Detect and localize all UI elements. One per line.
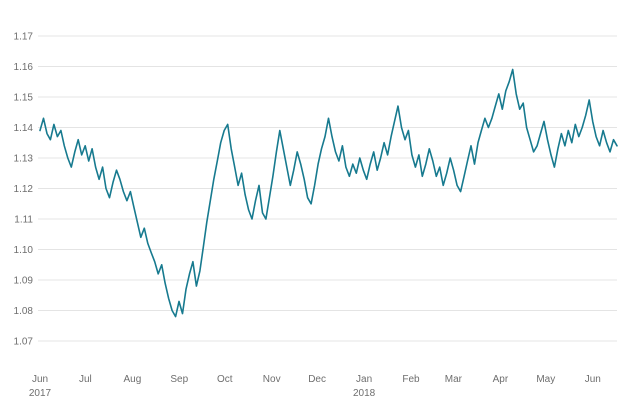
x-axis-month-label: Jul <box>79 374 92 385</box>
x-axis-month-label: Dec <box>308 374 326 385</box>
x-axis-month-label: Apr <box>493 374 509 385</box>
y-axis-tick-label: 1.14 <box>14 123 34 134</box>
y-axis-tick-label: 1.07 <box>14 337 34 348</box>
y-axis-tick-label: 1.16 <box>14 62 34 73</box>
x-axis-month-label: Mar <box>445 374 463 385</box>
x-axis-month-label: Jun <box>585 374 601 385</box>
y-axis-tick-label: 1.12 <box>14 184 34 195</box>
y-axis-tick-label: 1.17 <box>14 32 34 43</box>
y-axis-tick-label: 1.13 <box>14 154 34 165</box>
y-axis-tick-label: 1.15 <box>14 93 34 104</box>
x-axis-month-label: Feb <box>402 374 420 385</box>
x-axis-month-label: Jun <box>32 374 48 385</box>
y-axis-tick-label: 1.11 <box>14 215 33 226</box>
x-axis-month-label: Sep <box>170 374 188 385</box>
x-axis-month-label: Jan <box>356 374 372 385</box>
exchange-rate-line <box>39 68 618 318</box>
x-axis-year-label: 2018 <box>353 388 376 399</box>
x-axis-year-label: 2017 <box>29 388 52 399</box>
x-axis-month-label: Nov <box>263 374 281 385</box>
x-axis-month-label: May <box>536 374 555 385</box>
y-axis-tick-label: 1.08 <box>14 306 34 317</box>
x-axis-month-label: Aug <box>124 374 142 385</box>
x-axis-month-label: Oct <box>217 374 233 385</box>
y-axis-tick-label: 1.10 <box>14 245 34 256</box>
y-axis-tick-label: 1.09 <box>14 276 34 287</box>
